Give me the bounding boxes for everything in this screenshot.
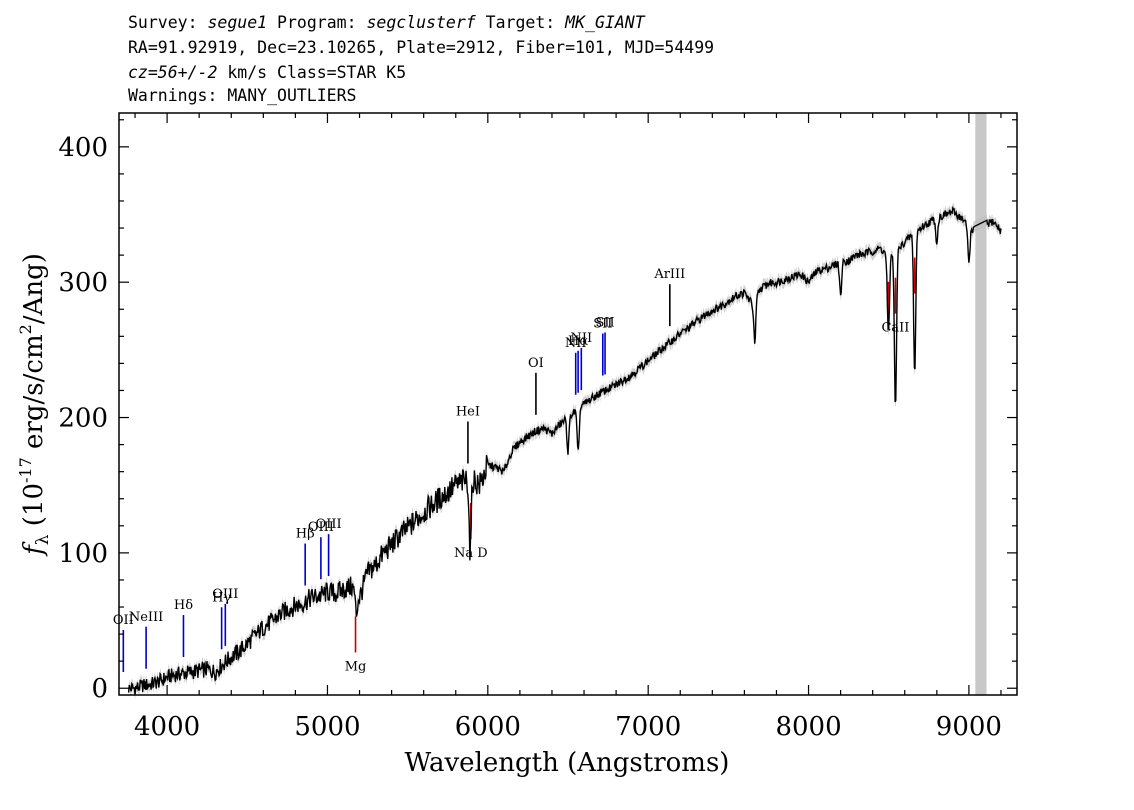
survey-value: segue1 — [207, 13, 268, 32]
program-label: Program: — [277, 13, 357, 32]
y-tick-label: 400 — [58, 133, 108, 163]
masked-region-layer — [975, 113, 987, 695]
emission-line-label: OIII — [316, 517, 342, 532]
y-axis-title-exponent-2: 2 — [16, 324, 35, 334]
plot-frame — [118, 112, 1018, 696]
class-value: km/s Class=STAR K5 — [227, 63, 407, 82]
y-axis-title-part-2: erg/s/cm — [19, 334, 49, 457]
x-tick-label: 5000 — [294, 712, 360, 742]
survey-label: Survey: — [128, 13, 198, 32]
emission-line-label: OI — [528, 356, 544, 371]
y-axis-title-subscript: λ — [33, 534, 53, 545]
header-line-3: cz=56+/-2 km/s Class=STAR K5 — [128, 63, 406, 83]
emission-line-label: NII — [570, 331, 592, 346]
y-axis-title-part-1: (10 — [19, 483, 49, 535]
emission-line-label: SII — [593, 317, 612, 332]
emission-line-label: ArIII — [653, 267, 685, 282]
target-value: MK_GIANT — [565, 13, 645, 32]
emission-line-label: SII — [595, 315, 614, 330]
error-band — [128, 202, 1002, 701]
emission-line-label: Hγ — [212, 590, 231, 605]
emission-line-label: NII — [565, 336, 587, 351]
emission-line-label: Hδ — [174, 598, 193, 613]
y-tick-label: 0 — [91, 674, 108, 704]
emission-line-label: HeI — [456, 404, 480, 419]
absorption-line-markers: Mg Na D CaII — [345, 257, 916, 674]
absorption-line-label: Na D — [454, 546, 488, 561]
emission-line-markers: OIINeIIIHδHγOIIIHβOIIIOIIIHeIOINIIHαNIIS… — [113, 267, 685, 672]
x-axis-title: Wavelength (Angstroms) — [405, 748, 730, 778]
program-value: segclusterf — [366, 13, 476, 32]
masked-region — [975, 113, 987, 695]
x-tick-label: 6000 — [455, 712, 521, 742]
redshift-value: cz=56+/-2 — [128, 63, 218, 82]
spectrum-line — [127, 205, 1002, 695]
header-line-1: Survey: segue1 Program: segclusterf Targ… — [128, 13, 645, 33]
header-line-2: RA=91.92919, Dec=23.10265, Plate=2912, F… — [128, 38, 715, 57]
y-tick-label: 100 — [58, 539, 108, 569]
x-tick-label: 4000 — [134, 712, 200, 742]
spectrum-series — [127, 202, 1002, 701]
y-axis-title-part-3: /Ang) — [19, 253, 49, 324]
emission-line-label: Hβ — [296, 527, 315, 542]
emission-line-label: Hα — [568, 334, 588, 349]
absorption-line-label: CaII — [881, 321, 909, 336]
y-tick-label: 200 — [58, 404, 108, 434]
y-axis: 0 100 200 300 400 — [58, 119, 1017, 704]
x-tick-label: 7000 — [615, 712, 681, 742]
emission-line-label: OIII — [308, 520, 334, 535]
header-line-4: Warnings: MANY_OUTLIERS — [128, 86, 357, 105]
emission-line-label: NeIII — [129, 610, 163, 625]
emission-line-label: OII — [113, 613, 134, 628]
absorption-line-label: Mg — [345, 659, 367, 674]
y-axis-title-exponent-1: -17 — [16, 457, 35, 483]
target-label: Target: — [485, 13, 556, 32]
y-axis-title: fλ (10-17 erg/s/cm2/Ang) — [16, 253, 53, 557]
x-tick-label: 8000 — [775, 712, 841, 742]
x-axis: 4000 5000 6000 7000 8000 9000 — [134, 113, 1002, 742]
x-tick-label: 9000 — [936, 712, 1002, 742]
emission-line-label: OIII — [212, 587, 238, 602]
y-tick-label: 300 — [58, 268, 108, 298]
